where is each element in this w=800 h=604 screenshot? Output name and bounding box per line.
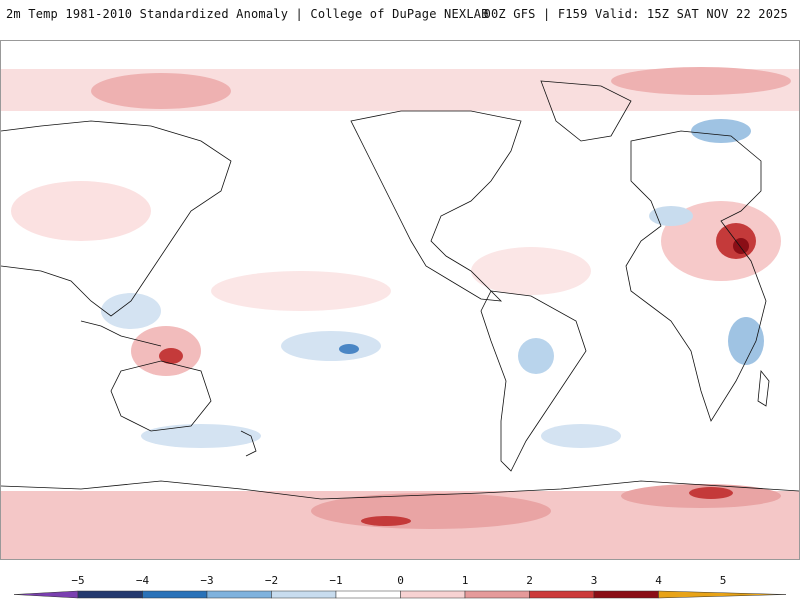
- strong-cool-anomaly: [339, 344, 359, 354]
- colorbar-tick-labels: −5 −4 −3 −2 −1 0 1 2 3 4 5: [71, 574, 726, 587]
- anomaly-map: [0, 40, 800, 560]
- colorbar-tick-label: 2: [526, 574, 533, 587]
- colorbar-tick-label: 4: [655, 574, 662, 587]
- colorbar-tick-label: −1: [329, 574, 342, 587]
- warm-anomaly-region: [211, 271, 391, 311]
- map-title: 2m Temp 1981-2010 Standardized Anomaly |…: [6, 7, 489, 21]
- colorbar-graphic: −5 −4 −3 −2 −1 0 1 2 3 4 5: [13, 574, 787, 599]
- colorbar-segment: [271, 590, 337, 599]
- cool-anomaly-region: [691, 119, 751, 143]
- colorbar-segment: [464, 590, 530, 599]
- colorbar-segment: [206, 590, 272, 599]
- header: 2m Temp 1981-2010 Standardized Anomaly |…: [0, 0, 800, 30]
- colorbar-segment: [593, 590, 659, 599]
- colorbar-segment: [142, 590, 208, 599]
- cool-anomaly-region: [281, 331, 381, 361]
- colorbar-segment: [400, 590, 466, 599]
- colorbar: −5 −4 −3 −2 −1 0 1 2 3 4 5: [0, 570, 800, 600]
- colorbar-segment: [335, 590, 401, 599]
- colorbar-segment: [77, 590, 143, 599]
- cool-anomaly-region: [141, 424, 261, 448]
- colorbar-tick-label: −2: [265, 574, 278, 587]
- strong-warm-anomaly: [159, 348, 183, 364]
- strong-warm-anomaly: [689, 487, 733, 499]
- coastlines: [1, 80, 799, 500]
- colorbar-segment: [529, 590, 595, 599]
- model-run-info: 00Z GFS | F159 Valid: 15Z SAT NOV 22 202…: [483, 7, 788, 21]
- warm-anomaly-region: [471, 247, 591, 295]
- strong-warm-anomaly: [361, 516, 411, 526]
- cool-anomaly-region: [649, 206, 693, 226]
- cool-anomaly-region: [728, 317, 764, 365]
- cool-anomaly-region: [518, 338, 554, 374]
- warm-anomaly-region: [611, 67, 791, 95]
- colorbar-tick-label: 1: [462, 574, 469, 587]
- colorbar-tick-label: 3: [591, 574, 598, 587]
- warm-anomaly-region: [91, 73, 231, 109]
- cool-anomaly-region: [541, 424, 621, 448]
- cool-anomaly-region: [101, 293, 161, 329]
- map-canvas: [1, 67, 799, 559]
- colorbar-arrow-low: [13, 590, 79, 599]
- colorbar-tick-label: −3: [200, 574, 213, 587]
- colorbar-tick-label: 5: [720, 574, 727, 587]
- colorbar-segments: [13, 590, 787, 599]
- colorbar-tick-label: −5: [71, 574, 84, 587]
- warm-anomaly-region: [11, 181, 151, 241]
- colorbar-tick-label: 0: [397, 574, 404, 587]
- colorbar-arrow-high: [658, 590, 787, 599]
- colorbar-tick-label: −4: [136, 574, 150, 587]
